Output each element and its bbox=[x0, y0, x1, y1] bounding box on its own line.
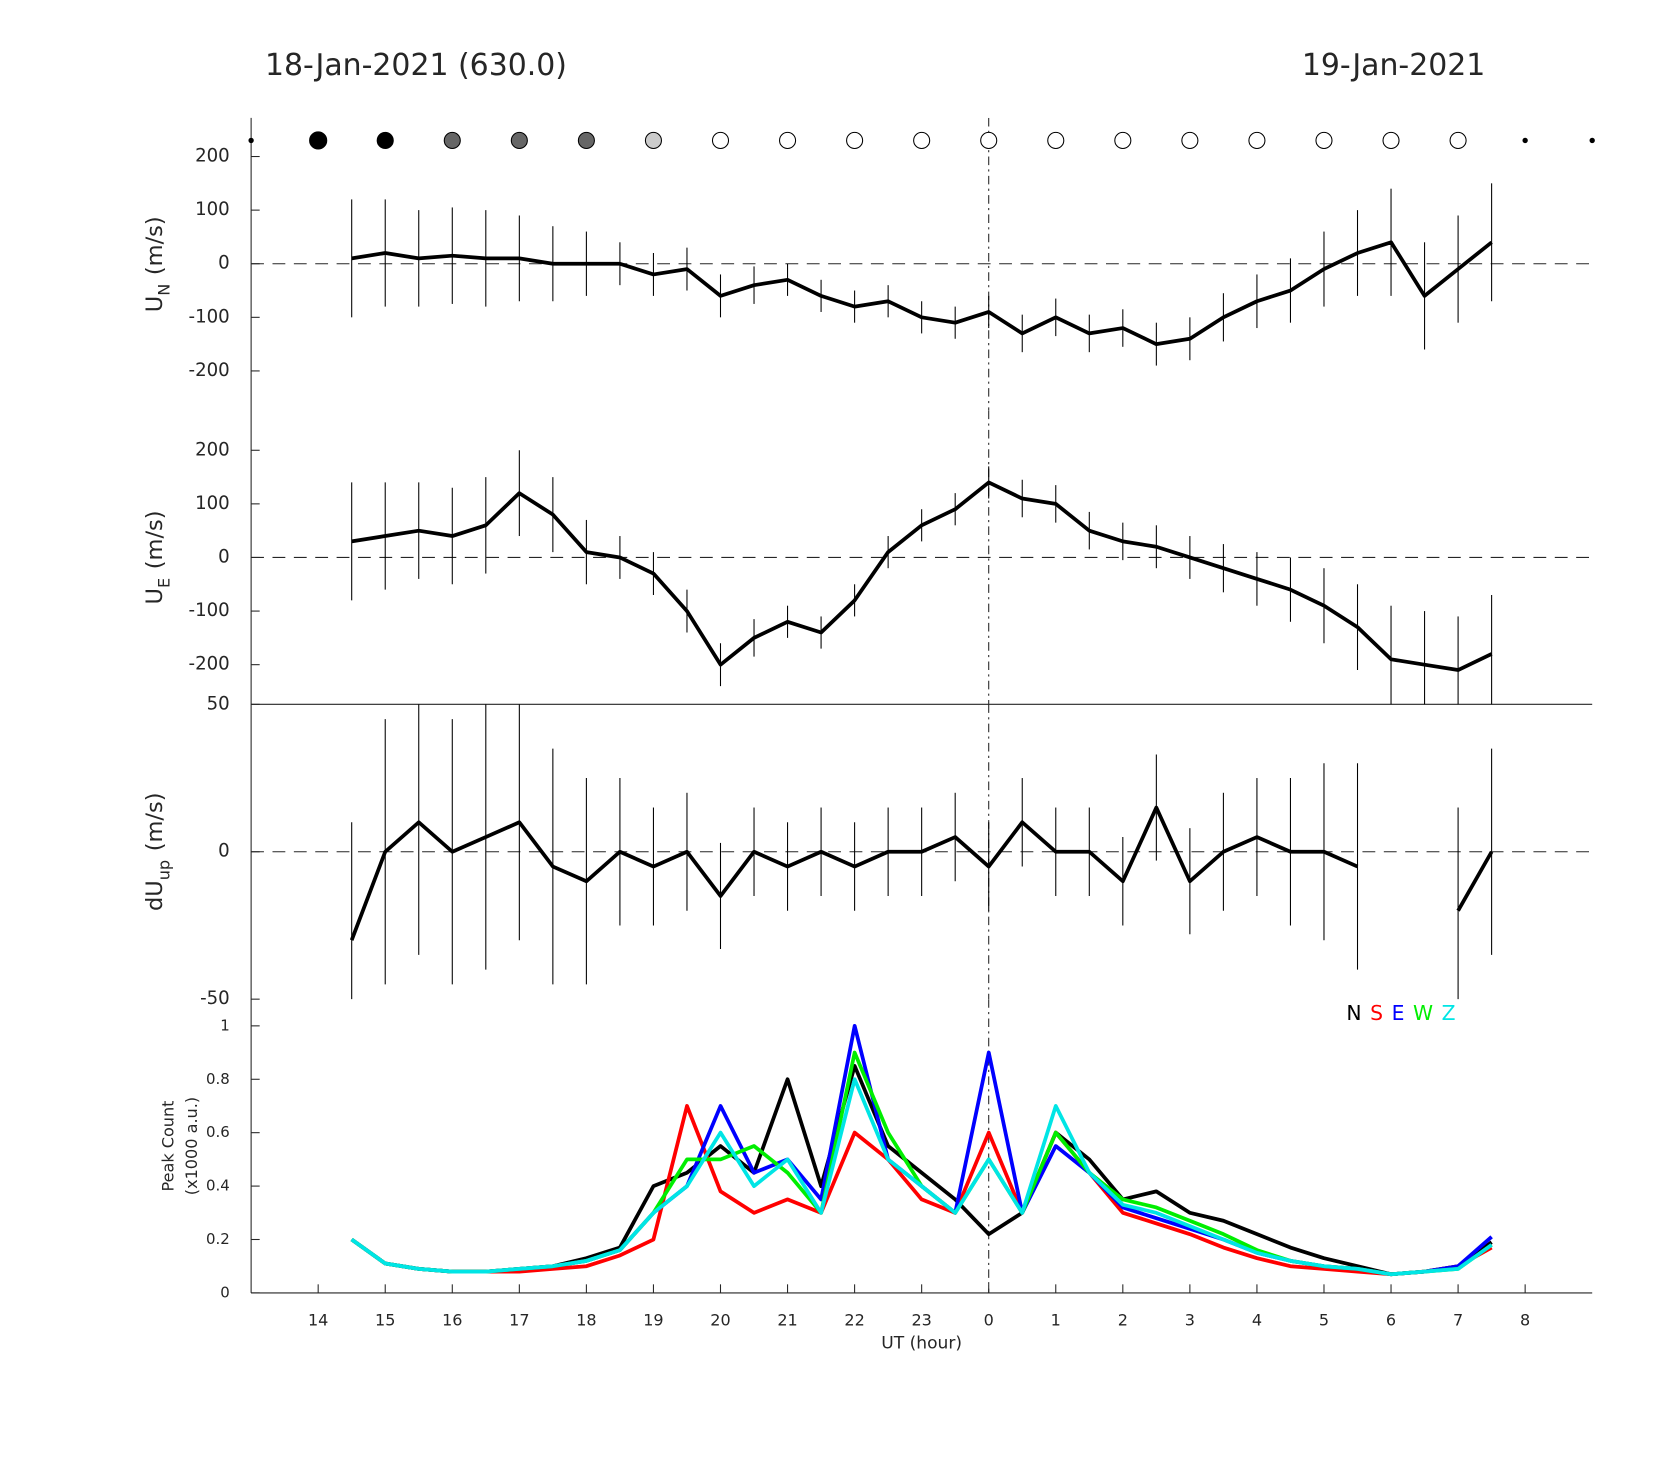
y-tick-label: 0.4 bbox=[206, 1177, 230, 1195]
sky-marker bbox=[376, 131, 394, 150]
y-tick-label: 0 bbox=[218, 841, 230, 862]
x-tick-label: 1 bbox=[1051, 1310, 1061, 1329]
sky-marker bbox=[1047, 131, 1065, 150]
y-tick-label: 1 bbox=[220, 1016, 230, 1034]
sky-marker bbox=[846, 131, 864, 150]
x-tick-label: 19 bbox=[643, 1310, 663, 1329]
y-tick-label: 0.8 bbox=[206, 1070, 230, 1088]
sky-marker bbox=[248, 137, 254, 144]
series-line bbox=[350, 1104, 1493, 1277]
sky-marker bbox=[1522, 137, 1528, 144]
y-label-main: U bbox=[141, 296, 167, 312]
y-label-main: dU bbox=[141, 880, 167, 911]
sky-marker bbox=[309, 131, 328, 150]
sky-marker bbox=[1449, 131, 1467, 150]
y-axis-label: (x1000 a.u.) bbox=[182, 1097, 201, 1195]
x-tick-label: 17 bbox=[509, 1310, 529, 1329]
sky-marker bbox=[1181, 131, 1199, 150]
panel bbox=[350, 999, 1493, 1293]
y-tick-label: 100 bbox=[195, 493, 230, 514]
legend-entry: N bbox=[1346, 1001, 1361, 1025]
series-line bbox=[349, 805, 1494, 941]
x-tick-label: 5 bbox=[1319, 1310, 1329, 1329]
left-title: 18-Jan-2021 (630.0) bbox=[265, 48, 567, 83]
x-tick-label: 4 bbox=[1252, 1310, 1262, 1329]
x-tick-label: 14 bbox=[308, 1310, 328, 1329]
sky-marker bbox=[1114, 131, 1132, 150]
legend-entry: S bbox=[1370, 1001, 1383, 1025]
y-tick-label: -100 bbox=[189, 306, 230, 327]
x-tick-label: 15 bbox=[375, 1310, 395, 1329]
legend-entry: Z bbox=[1442, 1001, 1456, 1025]
sky-marker bbox=[510, 131, 528, 150]
series-line bbox=[350, 1077, 1493, 1277]
sky-marker bbox=[1315, 131, 1333, 150]
sky-marker bbox=[779, 131, 797, 150]
y-tick-label: -200 bbox=[189, 360, 230, 381]
y-tick-label: 0 bbox=[218, 253, 230, 274]
y-axis-label: UN (m/s) bbox=[141, 216, 173, 312]
panel bbox=[251, 410, 1593, 705]
series-line bbox=[350, 1050, 1493, 1277]
y-tick-label: 200 bbox=[195, 146, 230, 167]
legend-entry: E bbox=[1392, 1001, 1405, 1025]
sky-marker bbox=[913, 131, 931, 150]
y-tick-label: 100 bbox=[195, 199, 230, 220]
y-label-main: U bbox=[141, 588, 167, 604]
y-tick-label: 0 bbox=[218, 546, 230, 567]
y-axis-label: dUup (m/s) bbox=[141, 792, 173, 911]
series-line bbox=[351, 480, 1493, 672]
x-tick-label: 18 bbox=[576, 1310, 596, 1329]
sky-marker bbox=[644, 131, 662, 150]
sky-marker bbox=[1382, 131, 1400, 150]
x-tick-label: 16 bbox=[442, 1310, 462, 1329]
y-axis-label: UE (m/s) bbox=[141, 510, 173, 604]
sky-marker bbox=[1248, 131, 1266, 150]
right-title: 19-Jan-2021 bbox=[1302, 48, 1486, 83]
y-tick-label: -100 bbox=[189, 600, 230, 621]
x-tick-label: 3 bbox=[1185, 1310, 1195, 1329]
x-tick-label: 7 bbox=[1453, 1310, 1463, 1329]
series-line bbox=[350, 1064, 1493, 1277]
y-tick-label: -200 bbox=[189, 654, 230, 675]
x-tick-label: 23 bbox=[911, 1310, 931, 1329]
sky-marker bbox=[443, 131, 461, 150]
y-label-sub: up bbox=[154, 860, 173, 880]
y-axis-label: Peak Count bbox=[158, 1101, 177, 1192]
legend-entry: W bbox=[1413, 1001, 1433, 1025]
sky-marker bbox=[711, 131, 730, 150]
panel bbox=[251, 117, 1593, 411]
x-tick-label: 22 bbox=[844, 1310, 864, 1329]
y-tick-label: 50 bbox=[207, 693, 230, 714]
x-tick-label: 0 bbox=[984, 1310, 994, 1329]
series-line bbox=[351, 240, 1493, 347]
y-label-sub: N bbox=[154, 284, 173, 296]
y-tick-label: 0 bbox=[220, 1283, 230, 1301]
x-axis-label: UT (hour) bbox=[881, 1333, 962, 1353]
x-tick-label: 6 bbox=[1386, 1310, 1396, 1329]
y-label-sub: E bbox=[154, 578, 173, 588]
y-tick-label: 0.2 bbox=[206, 1230, 230, 1248]
y-label-unit: (m/s) bbox=[141, 216, 167, 275]
sky-marker bbox=[980, 131, 998, 150]
sky-marker bbox=[1589, 137, 1595, 144]
sky-marker bbox=[577, 131, 595, 150]
x-tick-label: 8 bbox=[1520, 1310, 1530, 1329]
x-tick-label: 2 bbox=[1118, 1310, 1128, 1329]
y-label-unit: (m/s) bbox=[141, 792, 167, 851]
panel bbox=[251, 704, 1593, 1000]
x-tick-label: 20 bbox=[710, 1310, 730, 1329]
y-label-unit: (m/s) bbox=[141, 510, 167, 569]
series-line bbox=[350, 1023, 1493, 1277]
x-tick-label: 21 bbox=[777, 1310, 797, 1329]
y-tick-label: -50 bbox=[200, 988, 230, 1009]
y-tick-label: 0.6 bbox=[206, 1123, 230, 1141]
y-tick-label: 200 bbox=[195, 439, 230, 460]
